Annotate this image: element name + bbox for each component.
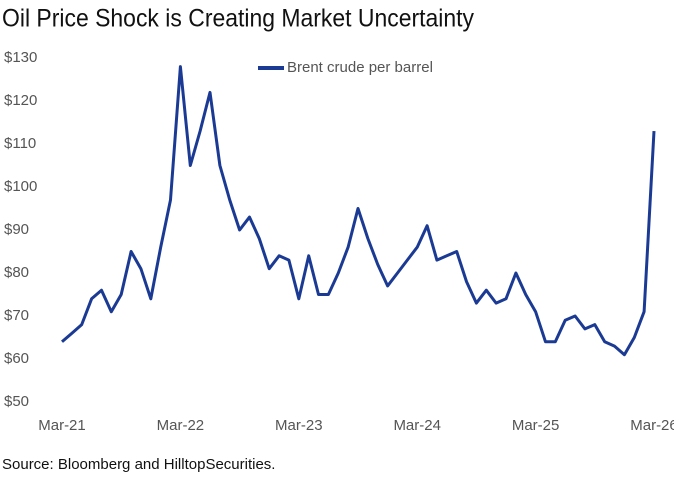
x-tick-label: Mar-22 [157,417,205,434]
y-tick-label: $50 [4,393,29,410]
x-tick-label: Mar-26 [630,417,674,434]
y-tick-label: $90 [4,221,29,238]
price-line [61,65,656,357]
y-tick-label: $60 [4,350,29,367]
x-tick-label: Mar-23 [275,417,323,434]
x-tick-label: Mar-25 [512,417,560,434]
source-note: Source: Bloomberg and HilltopSecurities. [2,456,275,473]
y-tick-label: $120 [4,92,37,109]
chart-title: Oil Price Shock is Creating Market Uncer… [2,5,474,33]
x-tick-label: Mar-21 [38,417,86,434]
y-tick-label: $80 [4,264,29,281]
x-tick-label: Mar-24 [393,417,441,434]
y-tick-label: $70 [4,307,29,324]
y-tick-label: $130 [4,49,37,66]
legend-label: Brent crude per barrel [287,59,433,76]
y-tick-label: $110 [4,135,36,152]
y-tick-label: $100 [4,178,37,195]
